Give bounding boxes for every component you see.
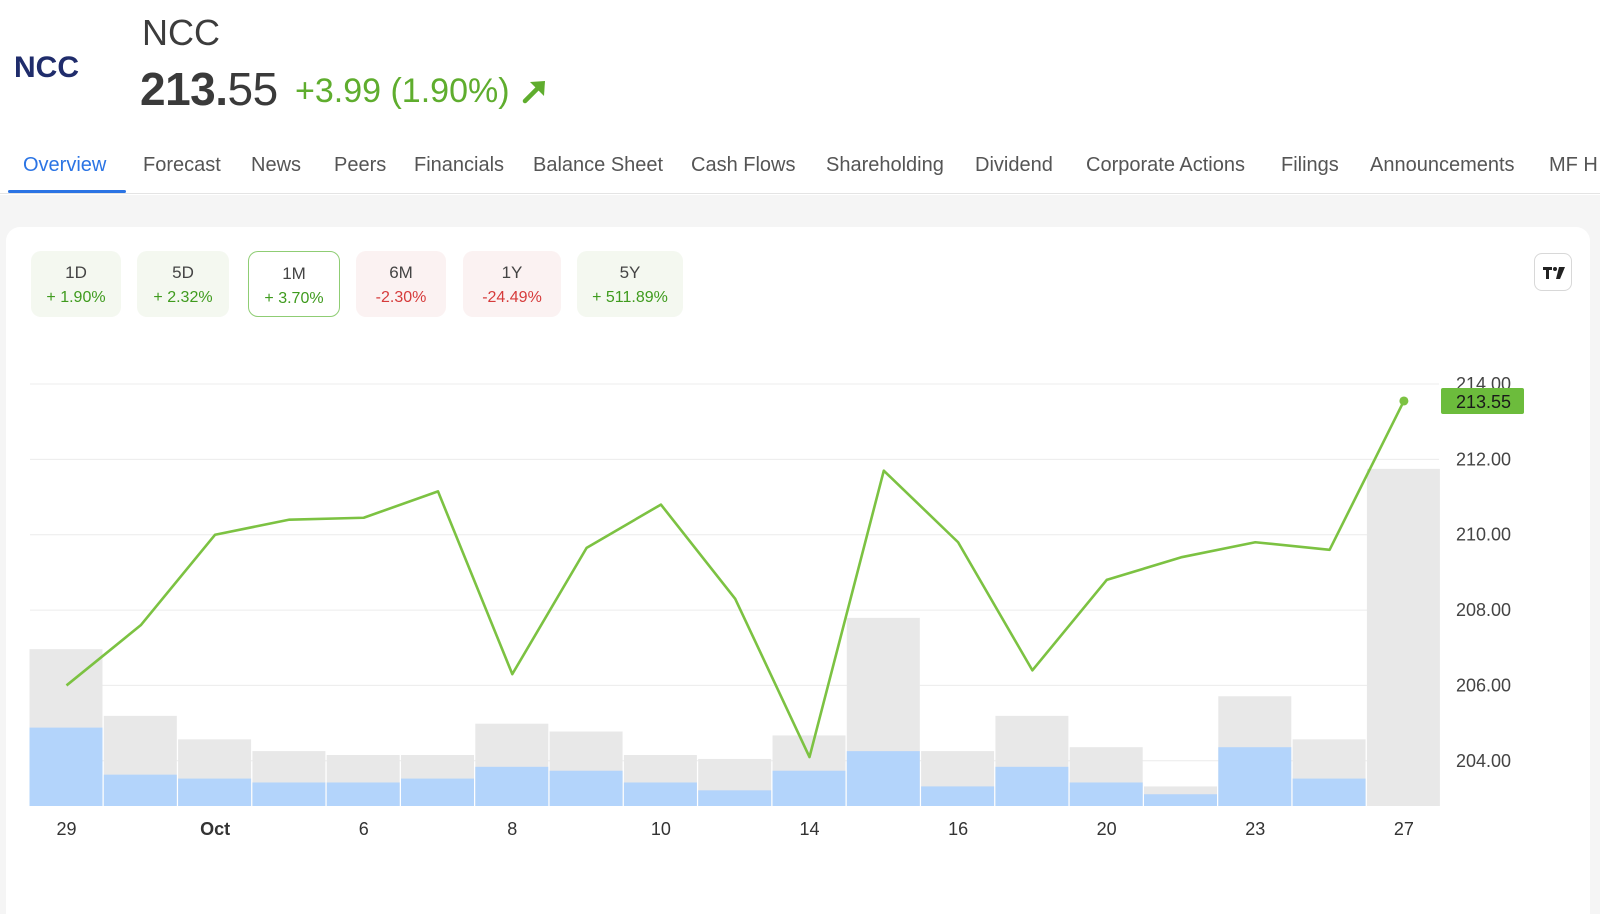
x-tick-label: Oct bbox=[200, 819, 230, 839]
tab-financials[interactable]: Financials bbox=[414, 154, 505, 176]
tab-shareholding[interactable]: Shareholding bbox=[826, 154, 944, 176]
delivery-volume-bar bbox=[549, 770, 623, 806]
period-label: 1D bbox=[65, 263, 87, 282]
period-6m-button[interactable]: 6M -2.30% bbox=[356, 251, 446, 317]
period-return: -24.49% bbox=[482, 289, 542, 306]
tradingview-button[interactable] bbox=[1534, 253, 1572, 291]
x-tick-label: 16 bbox=[948, 819, 968, 839]
delivery-volume-bar bbox=[623, 782, 697, 806]
delivery-volume-bar bbox=[252, 782, 326, 806]
period-return: + 3.70% bbox=[264, 290, 324, 307]
period-label: 5Y bbox=[619, 263, 641, 282]
company-name: NCC bbox=[142, 12, 220, 53]
section-tabs: Overview Forecast News Peers Financials … bbox=[0, 146, 1600, 194]
period-return: + 2.32% bbox=[153, 289, 213, 306]
x-tick-label: 6 bbox=[359, 819, 369, 839]
active-tab-indicator bbox=[8, 190, 126, 193]
delivery-volume-bar bbox=[995, 766, 1069, 806]
x-tick-label: 23 bbox=[1245, 819, 1265, 839]
period-return: + 511.89% bbox=[592, 289, 668, 306]
period-return: -2.30% bbox=[375, 289, 427, 306]
period-1y-button[interactable]: 1Y -24.49% bbox=[463, 251, 561, 317]
tab-peers[interactable]: Peers bbox=[334, 154, 387, 176]
arrow-up-right-icon bbox=[520, 76, 550, 106]
x-tick-label: 8 bbox=[507, 819, 517, 839]
tab-dividend[interactable]: Dividend bbox=[975, 154, 1053, 176]
volume-bar bbox=[1366, 468, 1440, 806]
tab-cash-flows[interactable]: Cash Flows bbox=[691, 154, 796, 176]
tab-news[interactable]: News bbox=[251, 154, 302, 176]
y-tick-label: 210.00 bbox=[1456, 525, 1511, 545]
price-line bbox=[65, 400, 1406, 759]
delivery-volume-bar bbox=[1218, 747, 1292, 806]
x-tick-label: 29 bbox=[56, 819, 76, 839]
period-label: 1M bbox=[282, 264, 306, 283]
price-change: +3.99 (1.90%) bbox=[295, 72, 510, 110]
delivery-volume-bar bbox=[401, 778, 474, 806]
price-chart: 214.00212.00210.00208.00206.00204.00213.… bbox=[29, 374, 1524, 839]
y-tick-label: 206.00 bbox=[1456, 675, 1511, 695]
x-tick-label: 27 bbox=[1394, 819, 1414, 839]
delivery-volume-bar bbox=[326, 782, 400, 806]
delivery-volume-bar bbox=[698, 790, 772, 806]
period-label: 6M bbox=[389, 263, 413, 282]
y-tick-label: 204.00 bbox=[1456, 751, 1511, 771]
delivery-volume-bar bbox=[1144, 794, 1217, 806]
delivery-volume-bar bbox=[178, 778, 252, 806]
period-label: 1Y bbox=[501, 263, 523, 282]
delivery-volume-bar bbox=[921, 786, 995, 806]
x-tick-label: 10 bbox=[651, 819, 671, 839]
price-integer: 213. bbox=[140, 63, 228, 115]
tab-corporate-actions[interactable]: Corporate Actions bbox=[1086, 154, 1245, 176]
delivery-volume-bar bbox=[772, 770, 846, 806]
tab-announcements[interactable]: Announcements bbox=[1370, 154, 1515, 176]
company-logo: NCC bbox=[8, 22, 104, 112]
period-1d-button[interactable]: 1D + 1.90% bbox=[31, 251, 121, 317]
delivery-volume-bar bbox=[103, 774, 177, 806]
delivery-volume-bar bbox=[29, 727, 103, 806]
x-tick-label: 20 bbox=[1097, 819, 1117, 839]
tab-balance-sheet[interactable]: Balance Sheet bbox=[533, 154, 664, 176]
y-tick-label: 212.00 bbox=[1456, 449, 1511, 469]
period-return: + 1.90% bbox=[46, 289, 106, 306]
last-price-label: 213.55 bbox=[1456, 392, 1511, 412]
delivery-volume-bar bbox=[1069, 782, 1143, 806]
chart-section: 1D + 1.90% 5D + 2.32% 1M + 3.70% 6M -2.3… bbox=[0, 195, 1600, 914]
tab-filings[interactable]: Filings bbox=[1281, 154, 1339, 176]
tab-forecast[interactable]: Forecast bbox=[143, 154, 221, 176]
period-5y-button[interactable]: 5Y + 511.89% bbox=[577, 251, 683, 317]
period-5d-button[interactable]: 5D + 2.32% bbox=[137, 251, 229, 317]
delivery-volume-bar bbox=[1292, 778, 1366, 806]
tradingview-icon bbox=[1543, 267, 1565, 279]
x-tick-label: 14 bbox=[799, 819, 819, 839]
delivery-volume-bar bbox=[846, 751, 920, 806]
delivery-volume-bar bbox=[475, 766, 549, 806]
period-label: 5D bbox=[172, 263, 194, 282]
tab-overview[interactable]: Overview bbox=[23, 154, 107, 176]
stock-price: 213.55 bbox=[140, 62, 278, 116]
logo-text: NCC bbox=[14, 51, 79, 84]
last-price-point bbox=[1399, 396, 1409, 406]
period-1m-button[interactable]: 1M + 3.70% bbox=[248, 251, 340, 317]
stock-header: NCC NCC 213.55 +3.99 (1.90%) bbox=[0, 0, 1600, 130]
last-price-badge bbox=[1441, 387, 1524, 414]
tab-mf-holdings[interactable]: MF H bbox=[1549, 154, 1598, 176]
price-fraction: 55 bbox=[227, 63, 279, 115]
y-tick-label: 208.00 bbox=[1456, 600, 1511, 620]
